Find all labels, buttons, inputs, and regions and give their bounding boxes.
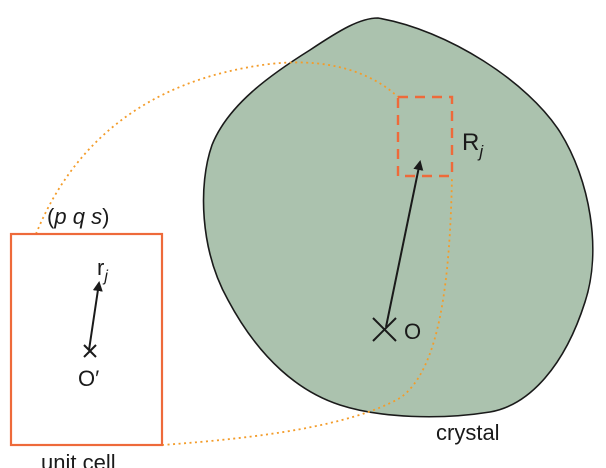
crystal-cell-region <box>396 95 454 178</box>
cross-icon <box>372 317 397 342</box>
vector-R-arrow <box>385 160 424 328</box>
crystal-shape <box>202 17 594 418</box>
label-origin: O <box>404 319 421 344</box>
label-r-j: rj <box>97 255 108 285</box>
label-R-j: Rj <box>462 129 484 161</box>
label-origin-prime: O′ <box>78 366 99 391</box>
vector-r-arrow <box>88 281 103 351</box>
label-crystal: crystal <box>436 420 500 445</box>
connector-top <box>35 61 399 235</box>
connector-bottom <box>161 175 453 446</box>
unit-cell-box <box>9 232 164 447</box>
label-pqs: (p q s) <box>47 204 109 229</box>
label-unit-cell: unit cell <box>41 450 116 468</box>
cross-icon <box>83 344 97 358</box>
